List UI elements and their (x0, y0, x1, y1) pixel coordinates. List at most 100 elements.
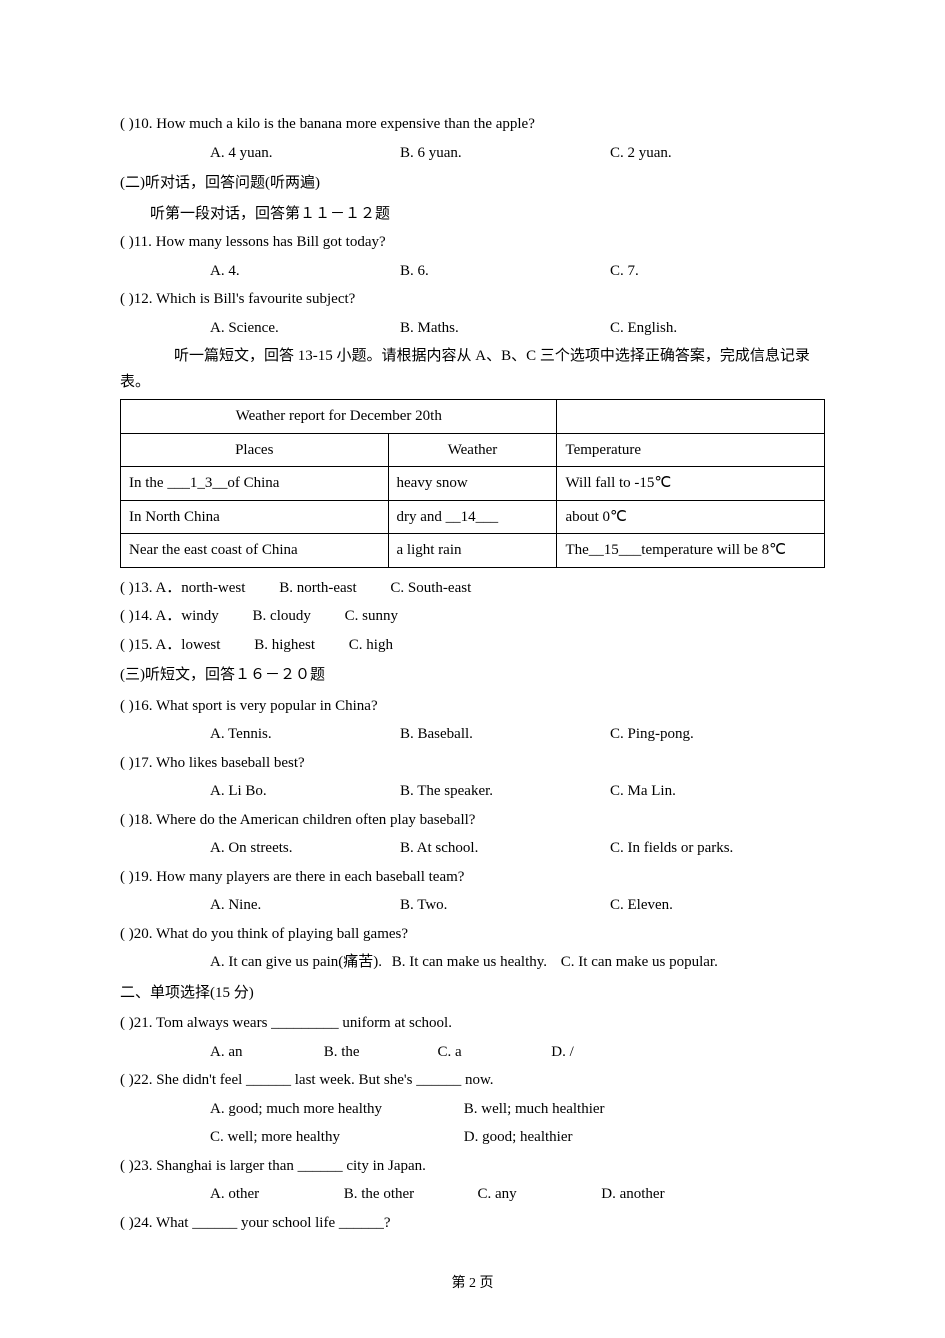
option-d: D. another (601, 1186, 664, 1202)
option-c: C. Eleven. (610, 891, 790, 920)
table-header-weather: Weather (388, 433, 557, 467)
question-10-options: A. 4 yuan. B. 6 yuan. C. 2 yuan. (120, 139, 825, 168)
option-c: C. English. (610, 314, 790, 343)
question-text: How many lessons has Bill got today? (156, 234, 386, 250)
question-19: ( )19. How many players are there in eac… (120, 863, 825, 892)
question-21: ( )21. Tom always wears _________ unifor… (120, 1009, 825, 1038)
option-b: B. Maths. (400, 314, 610, 343)
option-d: D. / (551, 1038, 574, 1067)
table-cell: The__15___temperature will be 8℃ (557, 534, 825, 568)
question-10: ( )10. How much a kilo is the banana mor… (120, 110, 825, 139)
option-a: A. good; much more healthy (210, 1095, 460, 1124)
question-number: ( )15. (120, 637, 153, 653)
option-c: C. It can make us popular. (561, 954, 718, 970)
passage-intro-text: 听一篇短文，回答 13-15 小题。请根据内容从 A、B、C 三个选项中选择正确… (120, 348, 810, 390)
question-number: ( )22. (120, 1072, 153, 1088)
question-15: ( )15. A．lowest B. highest C. high (120, 631, 825, 660)
option-b: B. Baseball. (400, 720, 610, 749)
option-a: A. 4 yuan. (210, 139, 400, 168)
section-2-heading: (二)听对话，回答问题(听两遍) (120, 169, 825, 198)
question-number: ( )20. (120, 926, 153, 942)
question-20-options: A. It can give us pain(痛苦). B. It can ma… (120, 948, 825, 977)
question-18-options: A. On streets. B. At school. C. In field… (120, 834, 825, 863)
option-b: B. highest (254, 637, 315, 653)
option-a: A. Li Bo. (210, 777, 400, 806)
question-16: ( )16. What sport is very popular in Chi… (120, 692, 825, 721)
option-a: A. Tennis. (210, 720, 400, 749)
question-text: Shanghai is larger than ______ city in J… (156, 1158, 426, 1174)
table-cell: heavy snow (388, 467, 557, 501)
option-a: A. Nine. (210, 891, 400, 920)
question-24: ( )24. What ______ your school life ____… (120, 1209, 825, 1238)
question-11-options: A. 4. B. 6. C. 7. (120, 257, 825, 286)
question-text: Tom always wears _________ uniform at sc… (156, 1015, 452, 1031)
question-23: ( )23. Shanghai is larger than ______ ci… (120, 1152, 825, 1181)
question-16-options: A. Tennis. B. Baseball. C. Ping-pong. (120, 720, 825, 749)
table-cell: a light rain (388, 534, 557, 568)
weather-table: Weather report for December 20th Places … (120, 399, 825, 568)
part-2-heading: 二、单项选择(15 分) (120, 979, 825, 1008)
option-c: C. high (349, 637, 393, 653)
option-a: A. Science. (210, 314, 400, 343)
question-12-options: A. Science. B. Maths. C. English. (120, 314, 825, 343)
question-number: ( )14. (120, 608, 153, 624)
question-number: ( )23. (120, 1158, 153, 1174)
question-23-options: A. other B. the other C. any D. another (120, 1180, 825, 1209)
question-22: ( )22. She didn't feel ______ last week.… (120, 1066, 825, 1095)
question-17-options: A. Li Bo. B. The speaker. C. Ma Lin. (120, 777, 825, 806)
option-c: C. Ping-pong. (610, 720, 790, 749)
question-19-options: A. Nine. B. Two. C. Eleven. (120, 891, 825, 920)
option-b: B. the other (344, 1180, 474, 1209)
question-number: ( )21. (120, 1015, 153, 1031)
option-a: A. 4. (210, 257, 400, 286)
table-row: In North China dry and __14___ about 0℃ (121, 500, 825, 534)
option-b: B. the (324, 1038, 434, 1067)
option-b: B. At school. (400, 834, 610, 863)
option-c: C. sunny (345, 608, 398, 624)
table-header-temperature: Temperature (557, 433, 825, 467)
option-a: A. On streets. (210, 834, 400, 863)
question-number: ( )13. (120, 580, 153, 596)
section-2-subheading: 听第一段对话，回答第１１－１２题 (120, 200, 825, 229)
option-c: C. South-east (390, 580, 471, 596)
option-b: B. cloudy (253, 608, 311, 624)
question-number: ( )12. (120, 291, 153, 307)
table-cell: Near the east coast of China (121, 534, 389, 568)
table-cell: In the ___1_3__of China (121, 467, 389, 501)
option-b: B. well; much healthier (464, 1101, 605, 1117)
option-c: C. any (478, 1180, 598, 1209)
question-text: How many players are there in each baseb… (156, 869, 464, 885)
question-text: What ______ your school life ______? (156, 1215, 391, 1231)
table-header-places: Places (121, 433, 389, 467)
question-number: ( )18. (120, 812, 153, 828)
question-18: ( )18. Where do the American children of… (120, 806, 825, 835)
question-number: ( )16. (120, 698, 153, 714)
option-c: C. 2 yuan. (610, 139, 790, 168)
option-a: A. It can give us pain(痛苦). (210, 954, 382, 970)
section-3-heading: (三)听短文，回答１６－２０题 (120, 661, 825, 690)
table-title: Weather report for December 20th (121, 400, 557, 434)
table-cell: In North China (121, 500, 389, 534)
option-a: A. other (210, 1180, 340, 1209)
question-21-options: A. an B. the C. a D. / (120, 1038, 825, 1067)
question-20: ( )20. What do you think of playing ball… (120, 920, 825, 949)
option-a: A．lowest (155, 637, 220, 653)
question-text: Which is Bill's favourite subject? (156, 291, 355, 307)
option-c: C. Ma Lin. (610, 777, 790, 806)
option-c: C. a (438, 1038, 548, 1067)
question-12: ( )12. Which is Bill's favourite subject… (120, 285, 825, 314)
option-b: B. 6. (400, 257, 610, 286)
question-22-options-row2: C. well; more healthy D. good; healthier (120, 1123, 825, 1152)
table-cell: about 0℃ (557, 500, 825, 534)
question-text: How much a kilo is the banana more expen… (156, 116, 535, 132)
question-text: She didn't feel ______ last week. But sh… (156, 1072, 493, 1088)
option-b: B. It can make us healthy. (392, 954, 547, 970)
question-number: ( )11. (120, 234, 152, 250)
option-a: A. an (210, 1038, 320, 1067)
question-text: What sport is very popular in China? (156, 698, 378, 714)
page-number: 第 2 页 (120, 1271, 825, 1298)
option-c: C. 7. (610, 257, 790, 286)
option-d: D. good; healthier (464, 1129, 573, 1145)
passage-intro: 听一篇短文，回答 13-15 小题。请根据内容从 A、B、C 三个选项中选择正确… (120, 344, 825, 395)
option-a: A．north-west (155, 580, 245, 596)
